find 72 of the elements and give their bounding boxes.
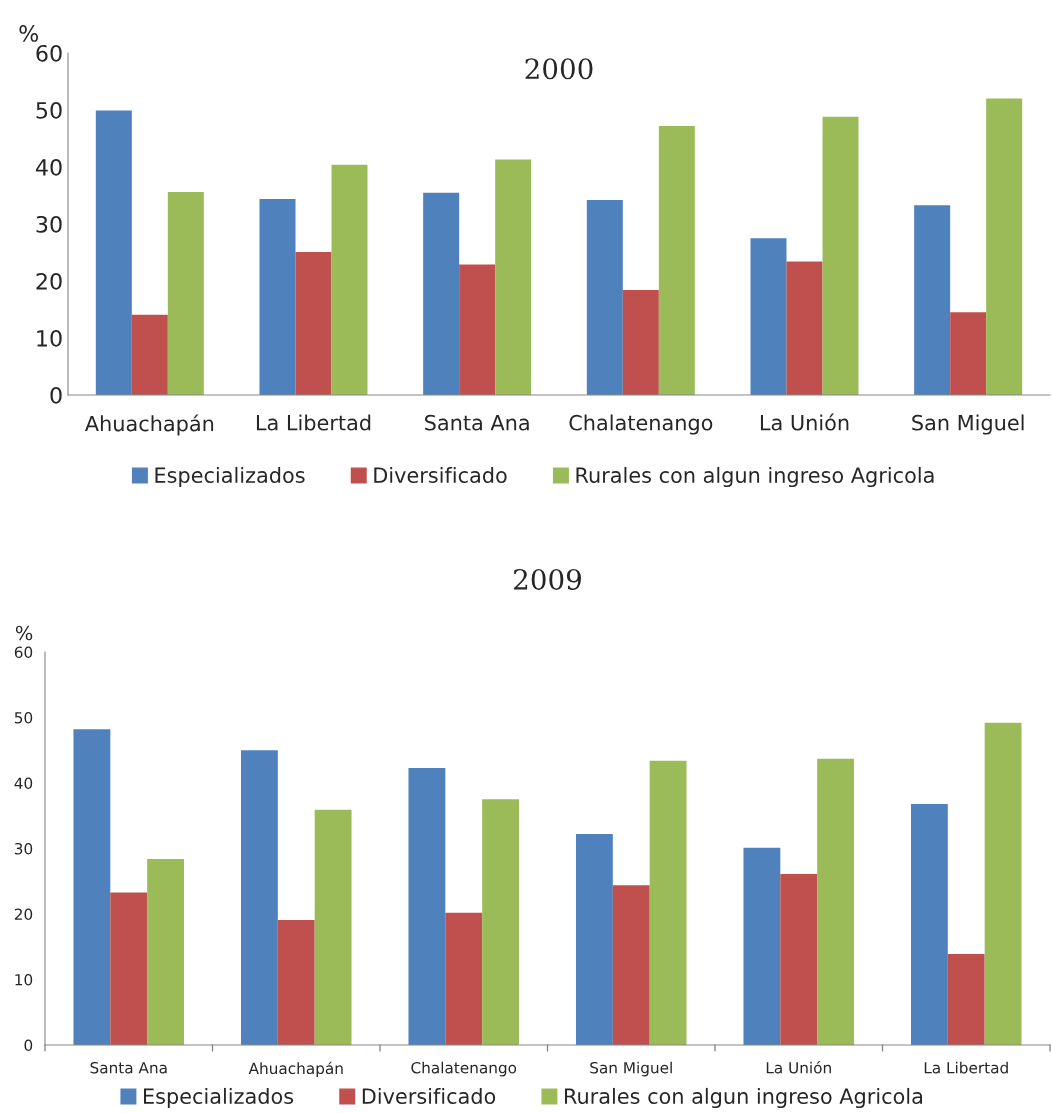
- x-tick-label: Chalatenango: [569, 414, 713, 435]
- chart-title: 2009: [514, 568, 581, 590]
- bar: [586, 200, 623, 395]
- bar: [110, 892, 148, 1045]
- bar: [259, 198, 296, 395]
- bar: [408, 767, 446, 1045]
- x-tick-label: Ahuachapán: [84, 414, 214, 436]
- legend-label: Rurales con algun ingreso Agricola: [576, 466, 934, 488]
- bar: [73, 729, 111, 1045]
- y-axis-title: %: [19, 25, 39, 42]
- bar: [445, 912, 483, 1045]
- bar: [822, 116, 859, 395]
- y-tick-label: 50: [14, 711, 33, 724]
- legend-label: Diversificado: [374, 466, 507, 484]
- bar: [575, 834, 613, 1045]
- bar: [914, 205, 951, 395]
- y-tick-label: 0: [50, 386, 62, 404]
- x-tick-label: Santa Ana: [425, 414, 529, 431]
- bar: [167, 192, 204, 395]
- chart-title: 2000: [525, 58, 593, 80]
- bar: [495, 159, 532, 395]
- bar: [780, 874, 818, 1045]
- y-tick-label: 50: [36, 101, 62, 119]
- bar: [950, 312, 987, 395]
- legend-label: Rurales con algun ingreso Agricola: [565, 1087, 922, 1109]
- y-tick-label: 30: [14, 842, 33, 855]
- y-tick-label: 40: [14, 777, 33, 790]
- bar: [459, 264, 496, 395]
- x-tick-label: La Unión: [766, 1061, 831, 1074]
- bar: [331, 164, 368, 395]
- y-tick-label: 10: [37, 329, 62, 347]
- legend-label: Especializados: [143, 1087, 294, 1109]
- bar: [295, 251, 332, 395]
- y-axis-title: %: [15, 625, 33, 641]
- y-tick-label: 60: [36, 44, 62, 62]
- legend-label: Diversificado: [362, 1087, 496, 1105]
- bar: [612, 885, 650, 1045]
- bar: [147, 858, 185, 1045]
- y-tick-label: 10: [15, 973, 33, 986]
- bar: [986, 98, 1023, 395]
- bar: [786, 261, 823, 395]
- bar: [910, 803, 948, 1045]
- bar: [649, 760, 687, 1045]
- x-tick-label: La Libertad: [924, 1061, 1008, 1074]
- x-tick-label: Chalatenango: [411, 1061, 517, 1077]
- y-tick-label: 0: [24, 1039, 33, 1052]
- bar: [277, 919, 315, 1045]
- legend-label: Especializados: [155, 466, 305, 488]
- y-tick-label: 20: [14, 908, 33, 921]
- bar: [314, 809, 352, 1045]
- x-tick-label: La Unión: [760, 413, 849, 431]
- bar: [131, 314, 168, 395]
- y-tick-label: 40: [35, 158, 62, 176]
- x-tick-label: San Miguel: [590, 1061, 672, 1077]
- y-tick-label: 20: [36, 272, 62, 290]
- y-tick-label: 60: [14, 646, 33, 659]
- y-tick-label: 30: [36, 215, 62, 233]
- x-tick-label: Ahuachapán: [248, 1061, 343, 1078]
- bar: [947, 953, 985, 1045]
- bar: [984, 722, 1022, 1045]
- bar: [95, 110, 132, 395]
- bar: [817, 758, 855, 1045]
- x-tick-label: Santa Ana: [90, 1061, 167, 1074]
- bar: [750, 238, 787, 395]
- bar: [622, 290, 659, 395]
- x-tick-label: San Miguel: [912, 414, 1024, 435]
- bar: [743, 847, 781, 1045]
- bar: [482, 799, 520, 1045]
- bar: [423, 192, 460, 395]
- bar: [240, 750, 278, 1045]
- x-tick-label: La Libertad: [256, 414, 371, 431]
- bar: [658, 125, 695, 395]
